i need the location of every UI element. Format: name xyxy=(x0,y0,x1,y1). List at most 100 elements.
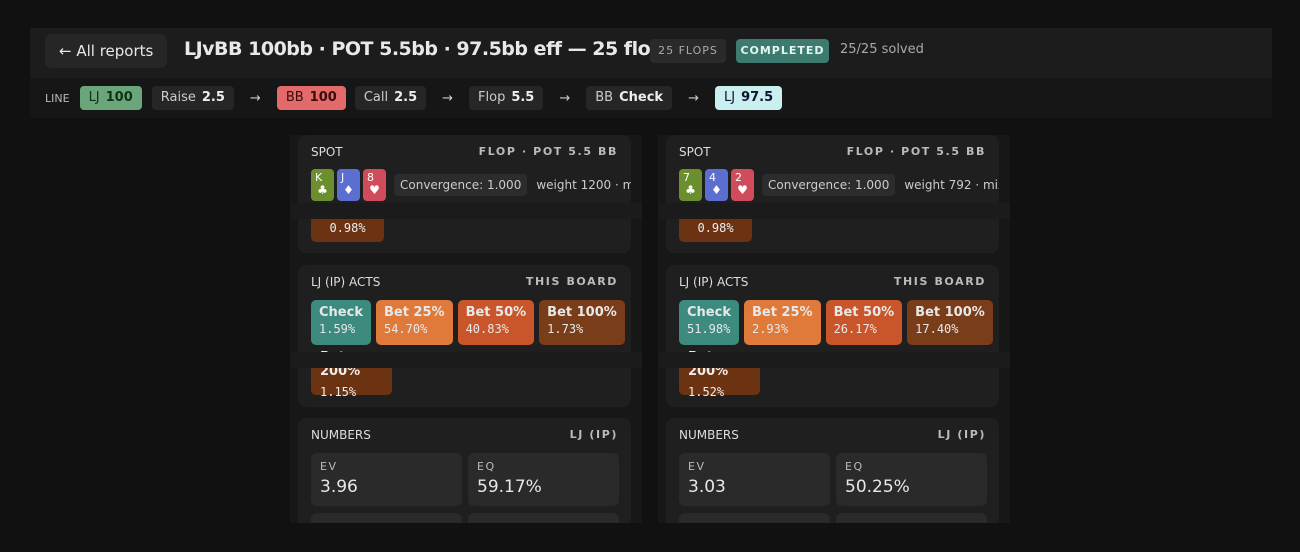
numbers-panel: NUMBERS LJ (IP) EV 3.96 EQ 59.17% xyxy=(298,418,631,523)
header-bar: ← All reports LJvBB 100bb · POT 5.5bb · … xyxy=(30,28,1272,78)
action-freq: 17.40% xyxy=(915,322,959,336)
stat-card: EQ 59.17% xyxy=(468,453,619,506)
acts-panel: LJ (IP) ACTS THIS BOARD Check 1.59% Bet 25% 5… xyxy=(298,265,631,407)
action[interactable]: Bet 25% 54.70% xyxy=(375,300,453,345)
numbers-panel: NUMBERS LJ (IP) EV 3.03 EQ 50.25% xyxy=(666,418,999,523)
weight: weight 1200 · mix 55 xyxy=(536,178,631,192)
step-value: 97.5 xyxy=(741,90,774,105)
action-freq: 1.15% xyxy=(320,385,357,399)
action-name: Bet 50% xyxy=(465,305,527,320)
card-rank: 7 xyxy=(683,171,690,184)
step-value: 100 xyxy=(309,90,337,105)
action-freq: 54.70% xyxy=(383,322,428,336)
actions: Check 51.98% Bet 25% 2.93% Bet 50% 26.17% Bet … xyxy=(679,300,993,345)
stat-card: EV 3.96 xyxy=(311,453,462,506)
card-suit: ♥ xyxy=(369,183,380,197)
progress: 25/25 solved xyxy=(840,42,924,57)
action-freq: 1.52% xyxy=(688,385,725,399)
line-bar: LINE LJ 100 Raise 2.5 → BB 100 Call 2.5 → Flop 5.5 →… xyxy=(30,78,1272,118)
line-step[interactable]: Raise 2.5 xyxy=(151,86,234,110)
action-name: Check xyxy=(319,305,363,320)
action[interactable]: Bet 50% 40.83% xyxy=(457,300,535,345)
convergence: Convergence: 1.000 xyxy=(394,174,528,196)
board: K♣ J♦ 8♥ Convergence: 1.000 weight 1200 · mi… xyxy=(311,169,631,201)
stat-card xyxy=(311,513,462,523)
stat-label: EQ xyxy=(845,460,864,473)
status-badge: COMPLETED xyxy=(736,39,829,63)
clip-strip xyxy=(658,203,1010,219)
card: 7 ♣ xyxy=(679,169,702,201)
action[interactable]: Bet 50% 26.17% xyxy=(825,300,903,345)
line-arrow: → xyxy=(559,90,571,106)
line-step[interactable]: LJ 100 xyxy=(79,86,142,110)
panel-title: NUMBERS xyxy=(679,428,739,442)
line-arrow: → xyxy=(249,90,261,106)
stat-card: EV 3.03 xyxy=(679,453,830,506)
step-label: BB xyxy=(285,90,304,105)
action-freq: 40.83% xyxy=(465,322,509,336)
step-label: Raise xyxy=(160,90,196,105)
stat-card xyxy=(679,513,830,523)
step-value: 2.5 xyxy=(394,90,418,105)
action-name: Check xyxy=(687,305,731,320)
stat-label: EQ xyxy=(477,460,496,473)
action[interactable]: Check 1.59% xyxy=(311,300,371,345)
column: SPOT FLOP · POT 5.5 BB K ♣ J ♦ 8 ♥ Convergence: … xyxy=(290,135,642,523)
stat-label: EV xyxy=(320,460,338,473)
card-suit: ♦ xyxy=(711,183,722,197)
line-arrow: → xyxy=(688,90,699,106)
line-step[interactable]: BB 100 xyxy=(276,86,346,110)
action-freq: 51.98% xyxy=(687,322,731,336)
spot-panel: SPOT FLOP · POT 5.5 BB 7 ♣ 4 ♦ 2 ♥ Convergence: … xyxy=(666,135,999,253)
card: 2 ♥ xyxy=(731,169,754,201)
line-step[interactable]: Call 2.5 xyxy=(354,86,427,110)
step-value: 2.5 xyxy=(201,90,225,105)
action[interactable]: Bet 100% 1.73% xyxy=(539,300,625,345)
panel-title: SPOT xyxy=(679,145,711,159)
card: K ♣ xyxy=(311,169,334,201)
card-rank: 4 xyxy=(709,171,716,184)
stat-value: 59.17% xyxy=(477,477,542,497)
action-freq: 1.59% xyxy=(319,322,356,336)
action[interactable]: Bet 100% 17.40% xyxy=(907,300,993,345)
card: 4 ♦ xyxy=(705,169,728,201)
line-step[interactable]: LJ 97.5 xyxy=(714,86,783,110)
action-freq: 2.93% xyxy=(751,322,789,336)
actions: Check 1.59% Bet 25% 54.70% Bet 50% 40.83% Bet … xyxy=(311,300,625,345)
action-freq: 1.73% xyxy=(547,322,584,336)
line-step[interactable]: BB Check xyxy=(586,86,673,110)
card-rank: J xyxy=(341,171,345,184)
action-name: Bet 100% xyxy=(547,305,617,320)
convergence: Convergence: 1.000 xyxy=(762,174,896,196)
action[interactable]: Check 51.98% xyxy=(679,300,739,345)
panel-meta: THIS BOARD xyxy=(893,275,986,288)
back-button[interactable]: ← All reports xyxy=(45,34,168,68)
step-label: LJ xyxy=(88,90,100,105)
card-suit: ♣ xyxy=(685,183,696,197)
panel-meta: FLOP · POT 5.5 BB xyxy=(478,145,618,158)
action-name: Bet 50% xyxy=(833,305,895,320)
line-step[interactable]: Flop 5.5 xyxy=(469,86,544,110)
action-name: Bet 25% xyxy=(383,305,445,320)
step-value: 5.5 xyxy=(511,90,535,105)
step-value: Check xyxy=(619,90,664,105)
step-label: LJ xyxy=(723,90,736,105)
stat-card xyxy=(468,513,619,523)
report-title: LJvBB 100bb · POT 5.5bb · 97.5bb eff — 2… xyxy=(184,38,675,60)
card: 8 ♥ xyxy=(363,169,386,201)
panel-meta: LJ (IP) xyxy=(569,428,618,441)
flops-badge: 25 FLOPS xyxy=(650,39,726,63)
panel-title: LJ (IP) ACTS xyxy=(679,275,749,289)
step-label: Flop xyxy=(478,90,506,105)
card-suit: ♦ xyxy=(343,183,354,197)
action[interactable]: Bet 25% 2.93% xyxy=(743,300,821,345)
card-rank: 2 xyxy=(735,171,742,184)
step-label: Call xyxy=(363,90,389,105)
card-suit: ♥ xyxy=(737,183,748,197)
clip-strip xyxy=(290,352,642,368)
card-suit: ♣ xyxy=(317,183,328,197)
spot-panel: SPOT FLOP · POT 5.5 BB K ♣ J ♦ 8 ♥ Convergence: … xyxy=(298,135,631,253)
card-rank: K xyxy=(315,171,323,184)
panel-title: SPOT xyxy=(311,145,343,159)
